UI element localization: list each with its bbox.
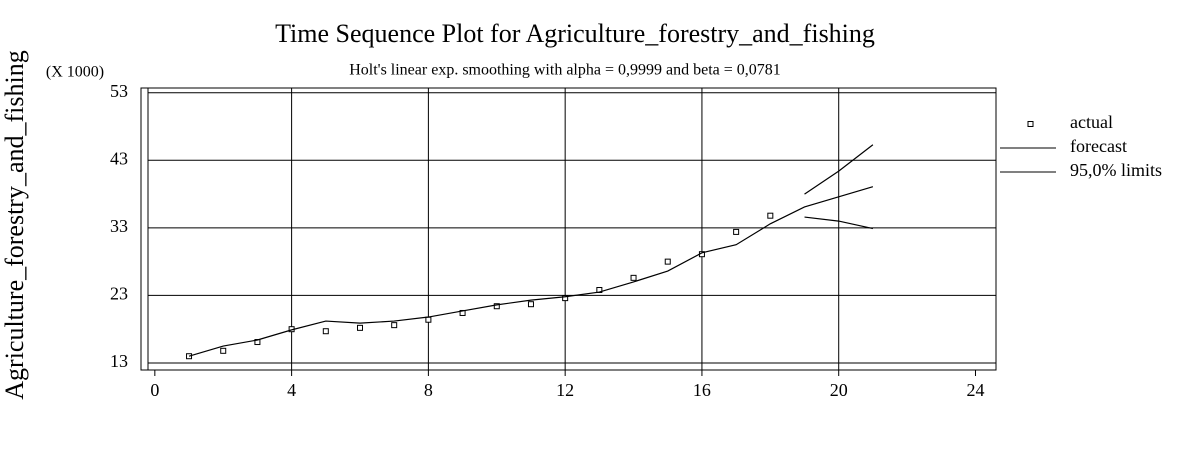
x-tick-label: 12 <box>556 380 574 400</box>
x-tick-label: 0 <box>150 380 159 400</box>
actual-point <box>322 328 329 335</box>
legend-label: forecast <box>1070 136 1127 156</box>
actual-point <box>767 212 774 219</box>
actual-point <box>493 303 500 310</box>
y-scale-note: (X 1000) <box>46 64 104 81</box>
actual-point <box>391 322 398 329</box>
outer-frame <box>140 87 997 371</box>
chart-subtitle: Holt's linear exp. smoothing with alpha … <box>349 62 781 79</box>
x-tick-label: 16 <box>693 380 711 400</box>
actual-point <box>357 324 363 331</box>
y-tick-label: 13 <box>110 351 128 371</box>
y-tick-label: 33 <box>110 216 128 236</box>
y-tick-label: 23 <box>110 284 128 304</box>
legend-label: actual <box>1070 112 1113 132</box>
plot-frame <box>147 87 997 371</box>
x-tick-label: 8 <box>424 380 433 400</box>
lower-limit-line <box>804 216 874 230</box>
x-tick-label: 20 <box>830 380 848 400</box>
actual-point <box>630 274 637 281</box>
actual-point <box>527 301 534 308</box>
y-tick-label: 53 <box>110 81 128 101</box>
legend-label: 95,0% limits <box>1070 160 1162 180</box>
x-tick-label: 4 <box>287 380 296 400</box>
actual-point <box>220 347 227 354</box>
chart-title: Time Sequence Plot for Agriculture_fores… <box>275 19 875 48</box>
series-line <box>804 144 874 195</box>
y-tick-label: 43 <box>110 148 128 168</box>
actual-point <box>733 228 740 235</box>
x-tick-label: 24 <box>966 380 984 400</box>
y-axis-label: Agriculture_forestry_and_fishing <box>0 50 29 399</box>
actual-point <box>562 295 569 302</box>
actual-point <box>664 258 671 265</box>
legend-marker <box>1027 121 1034 127</box>
actual-point <box>425 316 432 323</box>
series-line <box>188 186 874 357</box>
